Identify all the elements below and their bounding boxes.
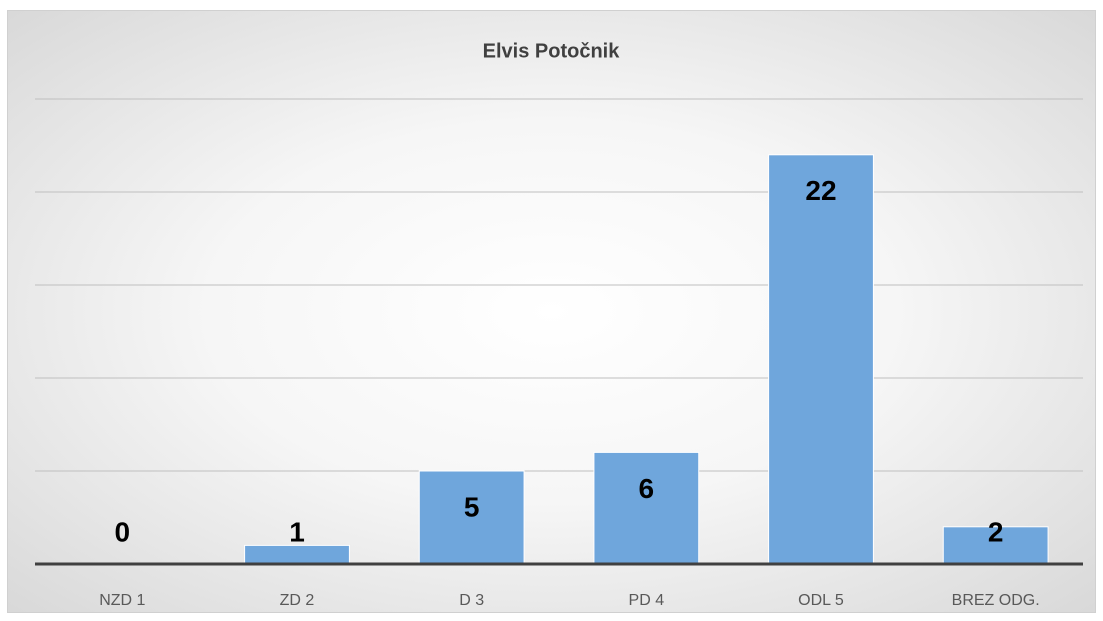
data-label: 0 — [115, 516, 131, 547]
x-tick-label: PD 4 — [629, 592, 665, 609]
bar — [593, 451, 700, 565]
x-tick-label: BREZ ODG. — [952, 592, 1040, 609]
x-tick-label: ZD 2 — [280, 592, 315, 609]
x-tick-label: D 3 — [459, 592, 484, 609]
bar — [942, 526, 1049, 565]
bar — [768, 154, 874, 565]
data-label: 22 — [805, 175, 836, 206]
chart-title: Elvis Potočnik — [483, 40, 621, 62]
bar — [244, 544, 350, 565]
data-label: 6 — [639, 473, 655, 504]
data-label: 1 — [289, 516, 305, 547]
x-tick-label: ODL 5 — [798, 592, 844, 609]
data-label: 5 — [464, 491, 480, 522]
x-tick-label: NZD 1 — [99, 592, 145, 609]
chart-frame — [7, 10, 1096, 613]
data-label: 2 — [988, 516, 1004, 547]
